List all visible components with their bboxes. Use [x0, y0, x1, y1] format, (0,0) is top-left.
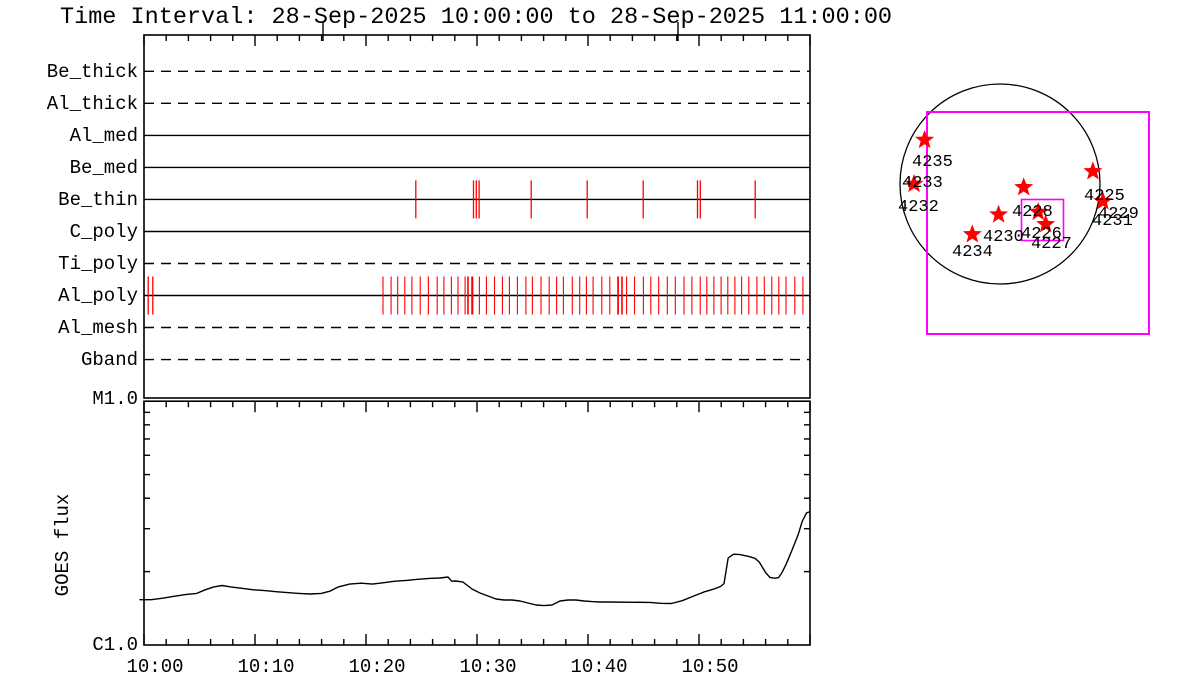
- svg-text:10:50: 10:50: [681, 656, 738, 678]
- svg-text:4225: 4225: [1084, 187, 1125, 206]
- svg-text:4228: 4228: [1012, 203, 1053, 222]
- svg-text:4232: 4232: [898, 198, 939, 217]
- svg-text:4233: 4233: [902, 174, 943, 193]
- svg-text:Al_med: Al_med: [70, 125, 138, 147]
- svg-text:GOES flux: GOES flux: [52, 494, 74, 597]
- svg-text:C_poly: C_poly: [70, 221, 138, 243]
- svg-text:10:10: 10:10: [237, 656, 294, 678]
- svg-text:Al_poly: Al_poly: [58, 285, 138, 307]
- svg-text:Be_thick: Be_thick: [47, 61, 138, 83]
- svg-text:10:40: 10:40: [570, 656, 627, 678]
- svg-text:4234: 4234: [952, 243, 993, 262]
- svg-text:10:30: 10:30: [459, 656, 516, 678]
- svg-text:Be_med: Be_med: [70, 157, 138, 179]
- svg-text:M1.0: M1.0: [92, 388, 138, 410]
- svg-text:Gband: Gband: [81, 349, 138, 371]
- svg-text:10:20: 10:20: [348, 656, 405, 678]
- svg-text:4227: 4227: [1031, 235, 1072, 254]
- svg-text:Be_thin: Be_thin: [58, 189, 138, 211]
- svg-text:10:00: 10:00: [126, 656, 183, 678]
- svg-text:4235: 4235: [912, 153, 953, 172]
- svg-text:Al_thick: Al_thick: [47, 93, 138, 115]
- svg-text:Al_mesh: Al_mesh: [58, 317, 138, 339]
- svg-text:Time Interval: 28-Sep-2025 10:: Time Interval: 28-Sep-2025 10:00:00 to 2…: [60, 4, 892, 31]
- svg-text:C1.0: C1.0: [92, 634, 138, 656]
- svg-text:4231: 4231: [1092, 212, 1133, 231]
- svg-text:Ti_poly: Ti_poly: [58, 253, 138, 275]
